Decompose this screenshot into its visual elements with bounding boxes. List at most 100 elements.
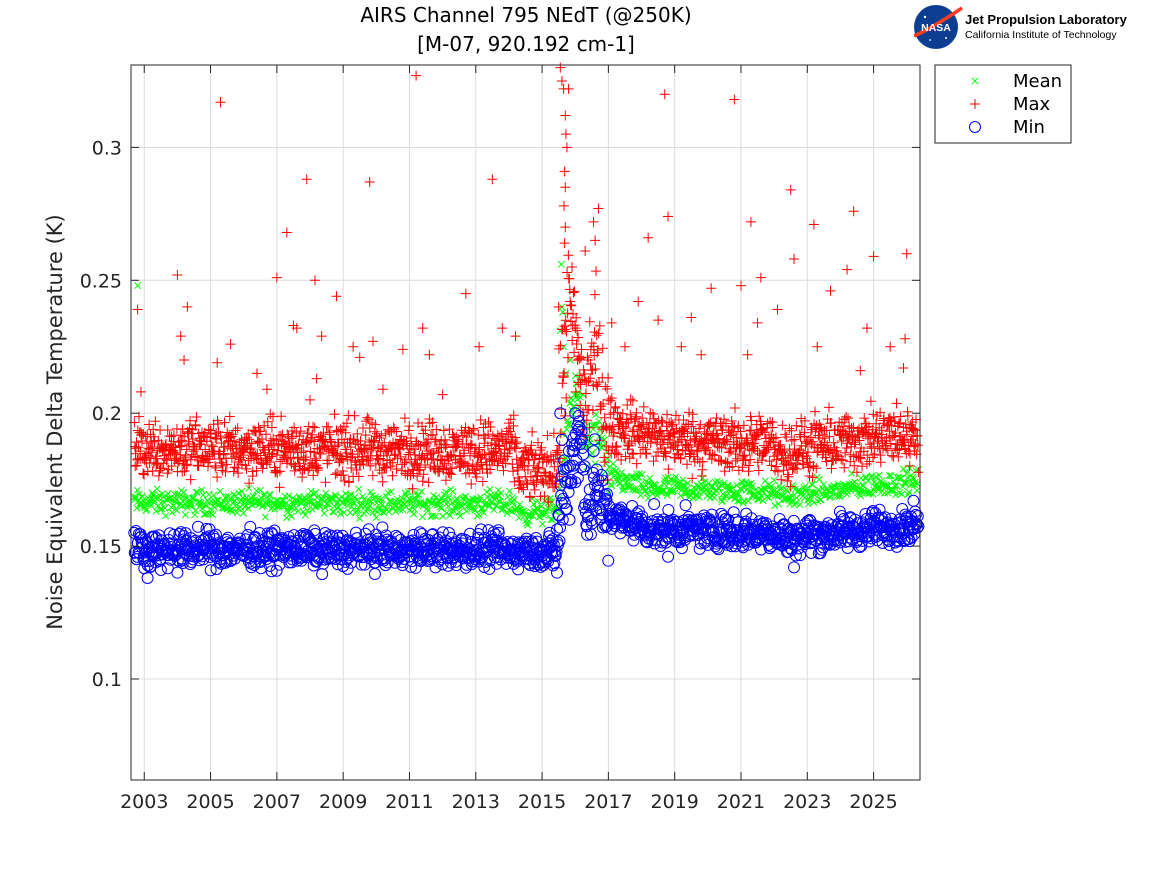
max-point — [675, 452, 686, 463]
max-point — [370, 419, 381, 430]
mean-point — [321, 504, 329, 512]
max-point — [483, 416, 494, 427]
max-point — [599, 412, 610, 423]
x-tick-label: 2015 — [518, 791, 566, 813]
mean-point — [909, 473, 917, 481]
max-point — [308, 470, 319, 481]
max-point — [131, 437, 142, 448]
max-point — [622, 399, 633, 410]
mean-point — [515, 514, 523, 522]
max-point — [668, 441, 679, 452]
mean-point — [693, 481, 701, 489]
x-tick-label: 2011 — [385, 791, 433, 813]
mean-point — [723, 491, 731, 499]
nasa-meatball-icon: NASA — [913, 5, 963, 49]
max-point — [570, 323, 581, 334]
max-point — [542, 430, 553, 441]
mean-point — [152, 507, 160, 515]
max-point — [616, 416, 627, 427]
max-point — [446, 469, 457, 480]
mean-point — [579, 391, 587, 399]
max-point — [376, 430, 387, 441]
mean-point — [256, 486, 264, 494]
max-point — [388, 422, 399, 433]
mean-point — [661, 474, 670, 482]
max-point — [361, 454, 372, 465]
mean-point — [198, 486, 206, 494]
max-point — [260, 429, 271, 440]
mean-point — [548, 516, 557, 524]
max-point — [590, 266, 601, 277]
max-point — [489, 455, 500, 466]
nasa-wordmark: NASA — [921, 22, 951, 34]
max-point — [229, 462, 240, 473]
max-point — [664, 434, 675, 445]
max-point — [522, 464, 533, 475]
max-point — [240, 442, 251, 453]
mean-point — [135, 490, 143, 498]
mean-point — [542, 509, 550, 517]
max-point — [545, 471, 556, 482]
grid-lines — [131, 65, 920, 780]
mean-point — [320, 509, 328, 517]
mean-point — [577, 375, 585, 383]
max-point — [554, 453, 565, 464]
max-point — [573, 351, 584, 362]
max-point — [313, 462, 324, 473]
mean-point — [744, 497, 752, 505]
mean-point — [768, 490, 776, 498]
max-point — [340, 427, 351, 438]
max-point — [329, 409, 340, 420]
max-point — [379, 437, 390, 448]
max-point — [298, 454, 309, 465]
max-point — [421, 441, 432, 452]
max-point — [670, 440, 681, 451]
max-point — [637, 413, 648, 424]
max-point — [568, 287, 579, 298]
x-tick-label: 2021 — [717, 791, 765, 813]
max-point — [154, 465, 165, 476]
y-tick-labels: 0.1 0.15 0.2 0.25 0.3 — [80, 137, 122, 691]
mean-point — [385, 508, 393, 516]
max-point — [283, 452, 294, 463]
max-point — [177, 424, 188, 435]
max-point — [581, 415, 592, 426]
mean-point — [887, 472, 895, 480]
mean-point — [739, 499, 747, 507]
mean-point — [875, 471, 883, 479]
max-point — [510, 443, 521, 454]
max-point — [246, 438, 257, 449]
max-point — [402, 466, 413, 477]
mean-point — [345, 491, 353, 499]
max-point — [613, 449, 624, 460]
max-point — [187, 434, 198, 445]
max-point — [405, 433, 416, 444]
max-point — [565, 299, 576, 310]
mean-point — [757, 492, 765, 500]
mean-point — [301, 511, 309, 519]
max-point — [233, 468, 244, 479]
max-point — [162, 424, 173, 435]
max-point — [257, 463, 268, 474]
max-point — [255, 426, 266, 437]
max-point — [245, 443, 256, 454]
mean-point — [677, 492, 685, 500]
max-point — [218, 448, 229, 459]
max-point — [400, 454, 411, 465]
max-point — [587, 405, 598, 416]
max-point — [323, 421, 334, 432]
max-point — [226, 431, 237, 442]
mean-point — [590, 421, 598, 429]
mean-point — [563, 425, 571, 434]
max-point — [141, 438, 152, 449]
max-point — [600, 381, 611, 392]
max-point — [341, 418, 352, 429]
max-point — [644, 429, 655, 440]
max-point — [656, 415, 667, 426]
max-point — [224, 411, 235, 422]
mean-point — [187, 499, 195, 507]
max-point — [286, 433, 297, 444]
mean-point — [449, 487, 457, 496]
max-point — [571, 339, 582, 350]
max-point — [147, 442, 158, 453]
